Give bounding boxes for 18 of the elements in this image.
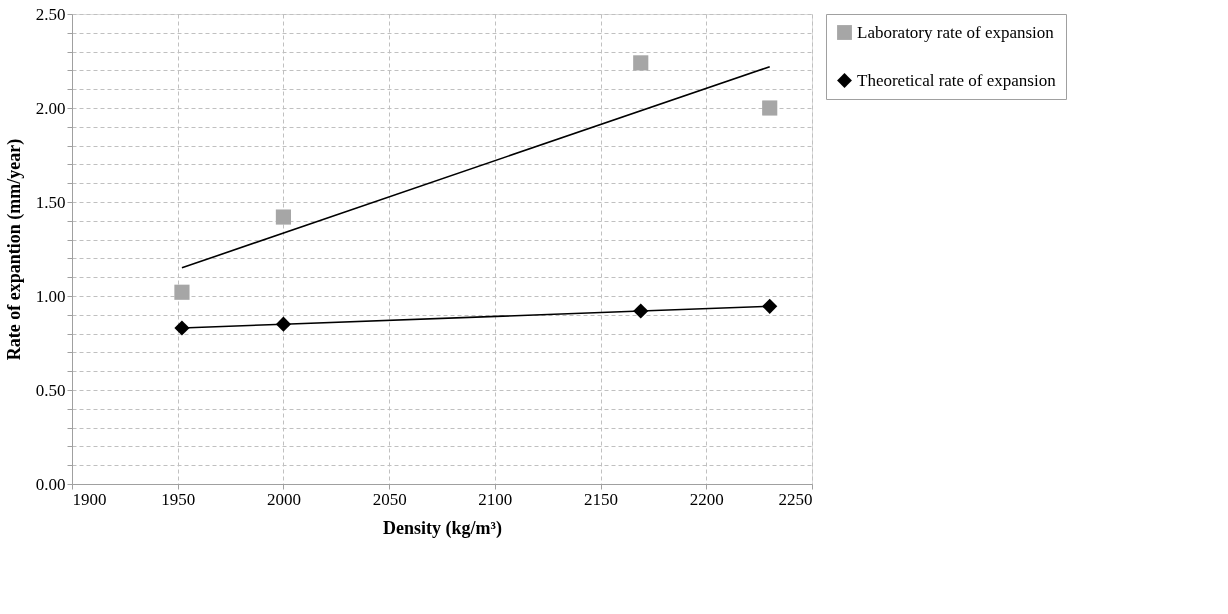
x-tick-label: 2100: [478, 489, 513, 509]
legend-label: Theoretical rate of expansion: [857, 70, 1057, 90]
x-tick-label: 2000: [266, 489, 301, 509]
y-tick-label: 0.00: [35, 474, 66, 494]
x-tick-label: 1900: [72, 489, 107, 509]
x-tick-label: 2200: [689, 489, 724, 509]
legend-label: Laboratory rate of expansion: [857, 22, 1055, 42]
x-axis-title: Density (kg/m³): [383, 517, 502, 539]
x-tick-label: 2250: [778, 489, 813, 509]
y-tick-label: 2.50: [35, 4, 66, 24]
x-tick-label: 2150: [584, 489, 619, 509]
y-tick-label: 0.50: [35, 380, 66, 400]
y-tick-label: 1.00: [35, 286, 66, 306]
y-tick-label: 2.00: [35, 98, 66, 118]
x-tick-label: 2050: [372, 489, 407, 509]
x-tick-label: 1950: [161, 489, 196, 509]
y-axis-title: Rate of expantion (mm/year): [3, 138, 25, 361]
y-tick-label: 1.50: [35, 192, 66, 212]
